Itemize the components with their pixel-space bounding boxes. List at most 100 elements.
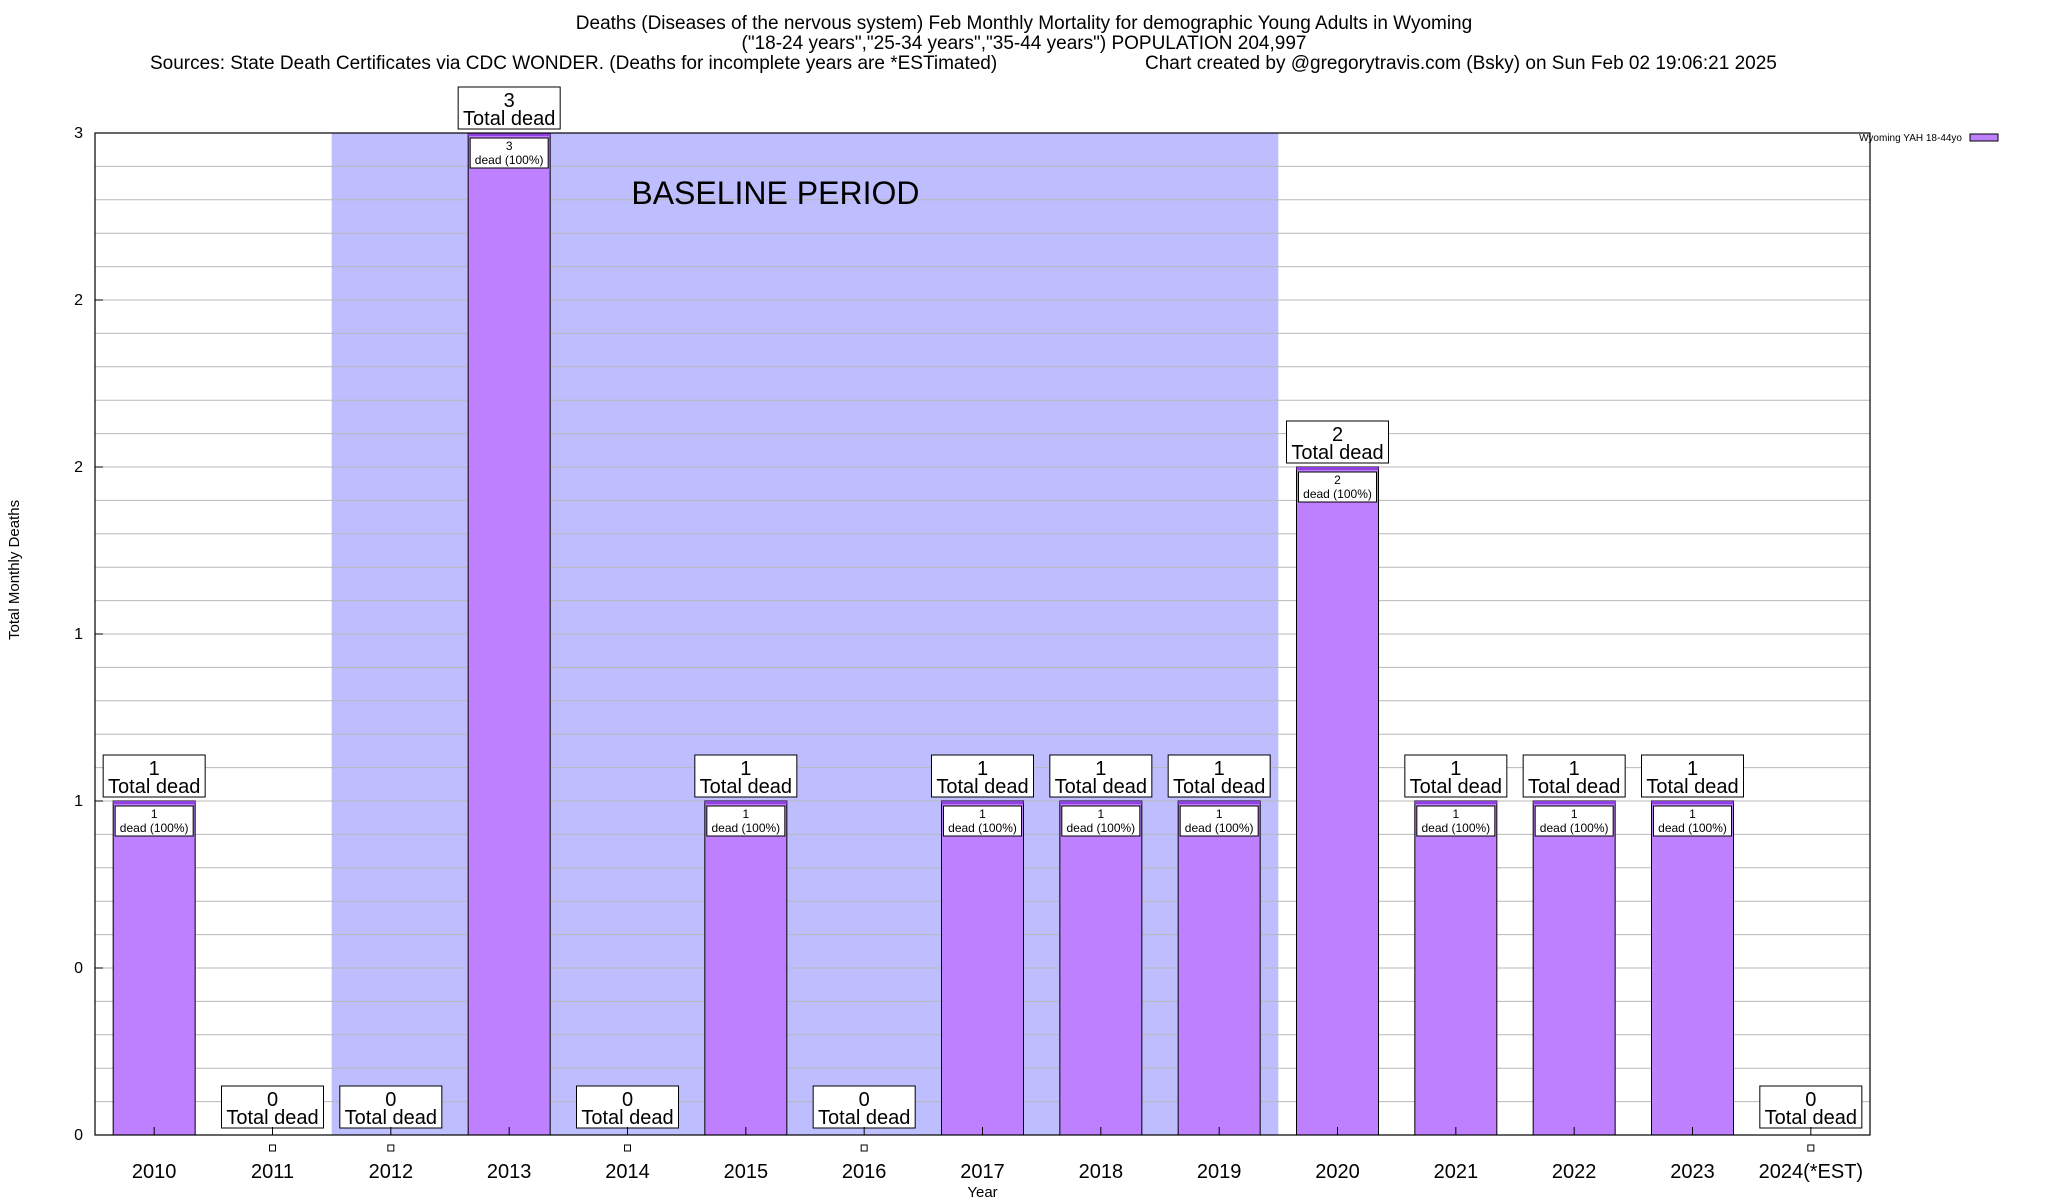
- bar: [1532, 800, 1616, 1136]
- bar-inner-value: 1: [1216, 807, 1223, 821]
- y-tick-label: 2: [74, 292, 83, 309]
- x-tick-label: 2016: [842, 1161, 887, 1183]
- total-dead-label: Total dead: [1055, 776, 1147, 798]
- x-tick-label: 2020: [1315, 1161, 1360, 1183]
- bar-inner-label: dead (100%): [1066, 821, 1135, 835]
- bar: [1651, 800, 1734, 1136]
- bar-inner-value: 1: [1571, 807, 1578, 821]
- bar-inner-label-box: [1653, 805, 1732, 837]
- bar-inner-label-box: [1061, 805, 1141, 837]
- x-tick-label: 2022: [1552, 1161, 1597, 1183]
- total-value-label: 0: [1805, 1089, 1816, 1111]
- legend-swatch: [1969, 133, 1999, 142]
- bar-inner-label-box: [943, 805, 1022, 837]
- bar-inner-value: 1: [979, 807, 986, 821]
- total-value-label: 1: [1214, 758, 1225, 780]
- bar-inner-value: 1: [151, 807, 158, 821]
- total-value-label: 3: [504, 90, 515, 112]
- zero-marker: [624, 1144, 631, 1152]
- x-tick-label: 2024(*EST): [1759, 1161, 1864, 1183]
- total-value-label: 1: [1095, 758, 1106, 780]
- zero-marker: [387, 1144, 395, 1152]
- bar-inner-value: 1: [1452, 807, 1459, 821]
- bar-inner-label-box: [706, 805, 786, 837]
- bar: [1414, 800, 1498, 1136]
- bar: [467, 132, 551, 1136]
- bar-inner-label: dead (100%): [711, 821, 780, 835]
- x-tick-label: 2018: [1079, 1161, 1124, 1183]
- total-value-label: 1: [740, 758, 751, 780]
- x-tick-label: 2014: [605, 1161, 650, 1183]
- total-value-label: 1: [1450, 758, 1461, 780]
- x-tick-label: 2013: [487, 1161, 532, 1183]
- bar-cap: [704, 801, 787, 804]
- chart-sources: Sources: State Death Certificates via CD…: [150, 53, 998, 74]
- bar: [1177, 800, 1261, 1136]
- bar-cap: [113, 801, 196, 804]
- bar-inner-value: 2: [1334, 473, 1341, 487]
- total-label-box: [694, 754, 798, 798]
- total-label-box: [931, 754, 1034, 798]
- y-tick-label: 2: [74, 459, 83, 476]
- bar-inner-label-box: [1416, 805, 1496, 837]
- total-label-box: [1522, 754, 1626, 798]
- bar-inner-label-box: [1534, 805, 1614, 837]
- total-label-box: [1167, 754, 1271, 798]
- bar: [941, 800, 1024, 1136]
- total-label-box: [812, 1085, 916, 1129]
- y-tick-label: 0: [74, 1127, 83, 1144]
- total-dead-label: Total dead: [1765, 1107, 1857, 1129]
- total-value-label: 0: [859, 1089, 870, 1111]
- bar-cap: [1651, 801, 1734, 804]
- total-dead-label: Total dead: [581, 1107, 673, 1129]
- total-label-box: [1049, 754, 1153, 798]
- zero-marker: [1807, 1144, 1815, 1152]
- y-tick-label: 3: [74, 125, 83, 142]
- total-dead-label: Total dead: [700, 776, 792, 798]
- bar-inner-label-box: [114, 805, 194, 837]
- bar-inner-label-box: [1298, 471, 1377, 503]
- y-tick-label: 1: [74, 626, 83, 643]
- x-tick-label: 2012: [369, 1161, 414, 1183]
- total-value-label: 0: [385, 1089, 396, 1111]
- total-label-box: [1759, 1085, 1863, 1129]
- total-value-label: 1: [1569, 758, 1580, 780]
- zero-marker: [269, 1144, 276, 1152]
- x-axis-label: Year: [967, 1184, 997, 1200]
- total-value-label: 2: [1332, 424, 1343, 446]
- bar-inner-value: 1: [1689, 807, 1696, 821]
- x-tick-label: 2015: [724, 1161, 769, 1183]
- bar-cap: [1059, 801, 1142, 804]
- total-label-box: [102, 754, 206, 798]
- x-tick-label: 2023: [1670, 1161, 1715, 1183]
- bar-inner-label: dead (100%): [1303, 487, 1372, 501]
- total-value-label: 1: [1687, 758, 1698, 780]
- bar-inner-label: dead (100%): [1185, 821, 1254, 835]
- x-tick-label: 2010: [132, 1161, 177, 1183]
- bar-inner-value: 3: [506, 139, 513, 153]
- bar-inner-value: 1: [742, 807, 749, 821]
- total-dead-label: Total dead: [345, 1107, 437, 1129]
- total-dead-label: Total dead: [1410, 776, 1502, 798]
- bar-cap: [941, 801, 1024, 804]
- total-value-label: 0: [267, 1089, 278, 1111]
- x-tick-label: 2017: [960, 1161, 1005, 1183]
- total-dead-label: Total dead: [1291, 442, 1383, 464]
- bar-inner-label: dead (100%): [948, 821, 1017, 835]
- chart-subtitle: ("18-24 years","25-34 years","35-44 year…: [741, 33, 1307, 54]
- total-dead-label: Total dead: [1173, 776, 1265, 798]
- x-tick-label: 2019: [1197, 1161, 1242, 1183]
- bar-cap: [1533, 801, 1616, 804]
- bar-inner-label: dead (100%): [1421, 821, 1490, 835]
- y-tick-label: 0: [74, 960, 83, 977]
- total-value-label: 0: [622, 1089, 633, 1111]
- bar: [1059, 800, 1143, 1136]
- bar: [704, 800, 788, 1136]
- bar-inner-label: dead (100%): [120, 821, 189, 835]
- y-tick-label: 1: [74, 793, 83, 810]
- bar-cap: [468, 133, 551, 136]
- bar-inner-label: dead (100%): [475, 153, 544, 167]
- bar-cap: [1178, 801, 1261, 804]
- bar-cap: [1414, 801, 1497, 804]
- total-label-box: [1641, 754, 1744, 798]
